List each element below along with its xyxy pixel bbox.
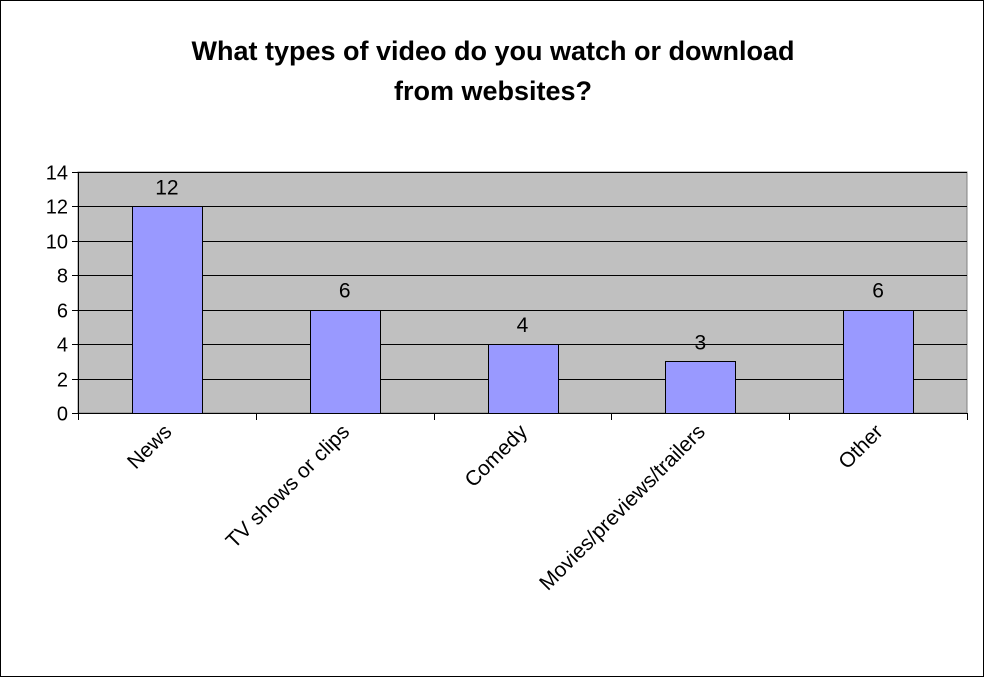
data-label-3: 3: [694, 331, 706, 354]
category-label-3: Movies/previews/trailers: [535, 420, 710, 595]
y-tick-label-10: 10: [46, 232, 68, 254]
category-label-2: Comedy: [460, 420, 532, 492]
bar-4: [843, 310, 914, 414]
y-tick-label-0: 0: [57, 404, 68, 426]
category-label-0: News: [123, 420, 176, 473]
y-tick-label-8: 8: [57, 266, 68, 288]
chart-title: What types of video do you watch or down…: [1, 31, 983, 111]
bar-1: [310, 310, 381, 414]
y-tick-label-6: 6: [57, 301, 68, 323]
y-tick-label-14: 14: [46, 163, 68, 185]
y-tick-label-2: 2: [57, 370, 68, 392]
bar-3: [665, 361, 736, 414]
category-label-1: TV shows or clips: [222, 420, 355, 553]
data-label-0: 12: [155, 176, 178, 199]
y-tick-label-4: 4: [57, 335, 68, 357]
chart-title-line-1: What types of video do you watch or down…: [191, 36, 795, 66]
chart-title-line-2: from websites?: [393, 76, 593, 106]
bar-0: [132, 206, 203, 414]
data-label-1: 6: [339, 280, 351, 303]
y-tick-label-12: 12: [46, 197, 68, 219]
data-label-2: 4: [517, 314, 529, 337]
category-label-4: Other: [834, 420, 887, 473]
bar-2: [488, 344, 559, 414]
data-label-4: 6: [872, 280, 884, 303]
